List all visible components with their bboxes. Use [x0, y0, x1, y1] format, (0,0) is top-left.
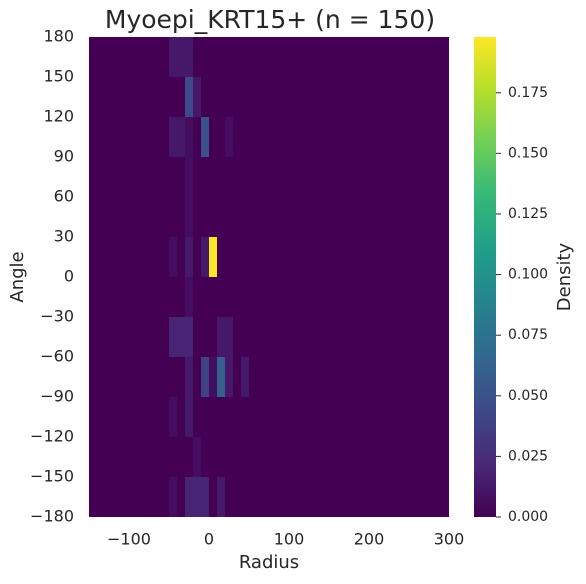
colorbar-tick-label: 0.075 — [508, 327, 548, 343]
heatmap-cell — [185, 397, 193, 437]
colorbar-tick-label: 0.175 — [508, 85, 548, 101]
x-tick-label: 200 — [354, 530, 385, 549]
colorbar-label: Density — [554, 242, 575, 311]
heatmap-cell — [169, 237, 177, 277]
y-tick-label: −60 — [40, 347, 74, 366]
heatmap-cell — [185, 477, 209, 517]
y-tick-label: −30 — [40, 307, 74, 326]
y-axis-label: Angle — [7, 251, 28, 302]
colorbar-tick-label: 0.050 — [508, 388, 548, 404]
x-tick-label: 0 — [204, 530, 214, 549]
y-tick-label: 150 — [43, 67, 74, 86]
y-tick-label: 30 — [54, 227, 74, 246]
y-tick-label: 0 — [64, 267, 74, 286]
heatmap-cell — [225, 117, 233, 157]
heatmap-cell — [185, 357, 193, 397]
heatmap-cell — [193, 77, 201, 117]
heatmap-cell — [185, 77, 193, 117]
heatmap-cell — [209, 357, 217, 397]
colorbar-tick-label: 0.100 — [508, 267, 548, 283]
colorbar-tick-label: 0.000 — [508, 509, 548, 525]
chart-title: Myoepi_KRT15+ (n = 150) — [105, 5, 435, 34]
plot-background — [89, 37, 449, 517]
x-axis-label: Radius — [239, 552, 299, 573]
colorbar-tick-label: 0.025 — [508, 448, 548, 464]
x-tick-label: 100 — [274, 530, 305, 549]
y-tick-label: −150 — [30, 467, 74, 486]
x-tick-label: −100 — [107, 530, 151, 549]
colorbar-tick-label: 0.150 — [508, 145, 548, 161]
y-tick-label: −180 — [30, 507, 74, 526]
heatmap-cell — [185, 197, 193, 237]
heatmap-cell — [241, 357, 249, 397]
heatmap-cell — [169, 477, 177, 517]
heatmap-cell — [185, 237, 193, 277]
heatmap-cell — [217, 477, 225, 517]
y-tick-label: 120 — [43, 107, 74, 126]
heatmap-cell — [201, 117, 209, 157]
heatmap-cell — [201, 237, 209, 277]
heatmap-cell — [169, 117, 185, 157]
heatmap-cell — [185, 157, 193, 197]
heatmap-cell — [169, 37, 193, 77]
heatmap-cell — [193, 437, 201, 477]
heatmap-cell — [209, 237, 217, 277]
y-tick-label: −120 — [30, 427, 74, 446]
heatmap-cell — [201, 357, 209, 397]
heatmap-cell — [169, 397, 177, 437]
colorbar — [474, 37, 496, 517]
y-tick-label: 90 — [54, 147, 74, 166]
y-tick-label: 60 — [54, 187, 74, 206]
heatmap-cell — [185, 277, 193, 317]
heatmap-cell — [217, 357, 225, 397]
heatmap-cell — [169, 317, 193, 357]
y-tick-label: −90 — [40, 387, 74, 406]
heatmap-cell — [217, 317, 233, 357]
colorbar-tick-label: 0.125 — [508, 206, 548, 222]
x-tick-label: 300 — [434, 530, 465, 549]
heatmap-cell — [225, 357, 233, 397]
y-tick-label: 180 — [43, 27, 74, 46]
heatmap-cell — [185, 117, 193, 157]
